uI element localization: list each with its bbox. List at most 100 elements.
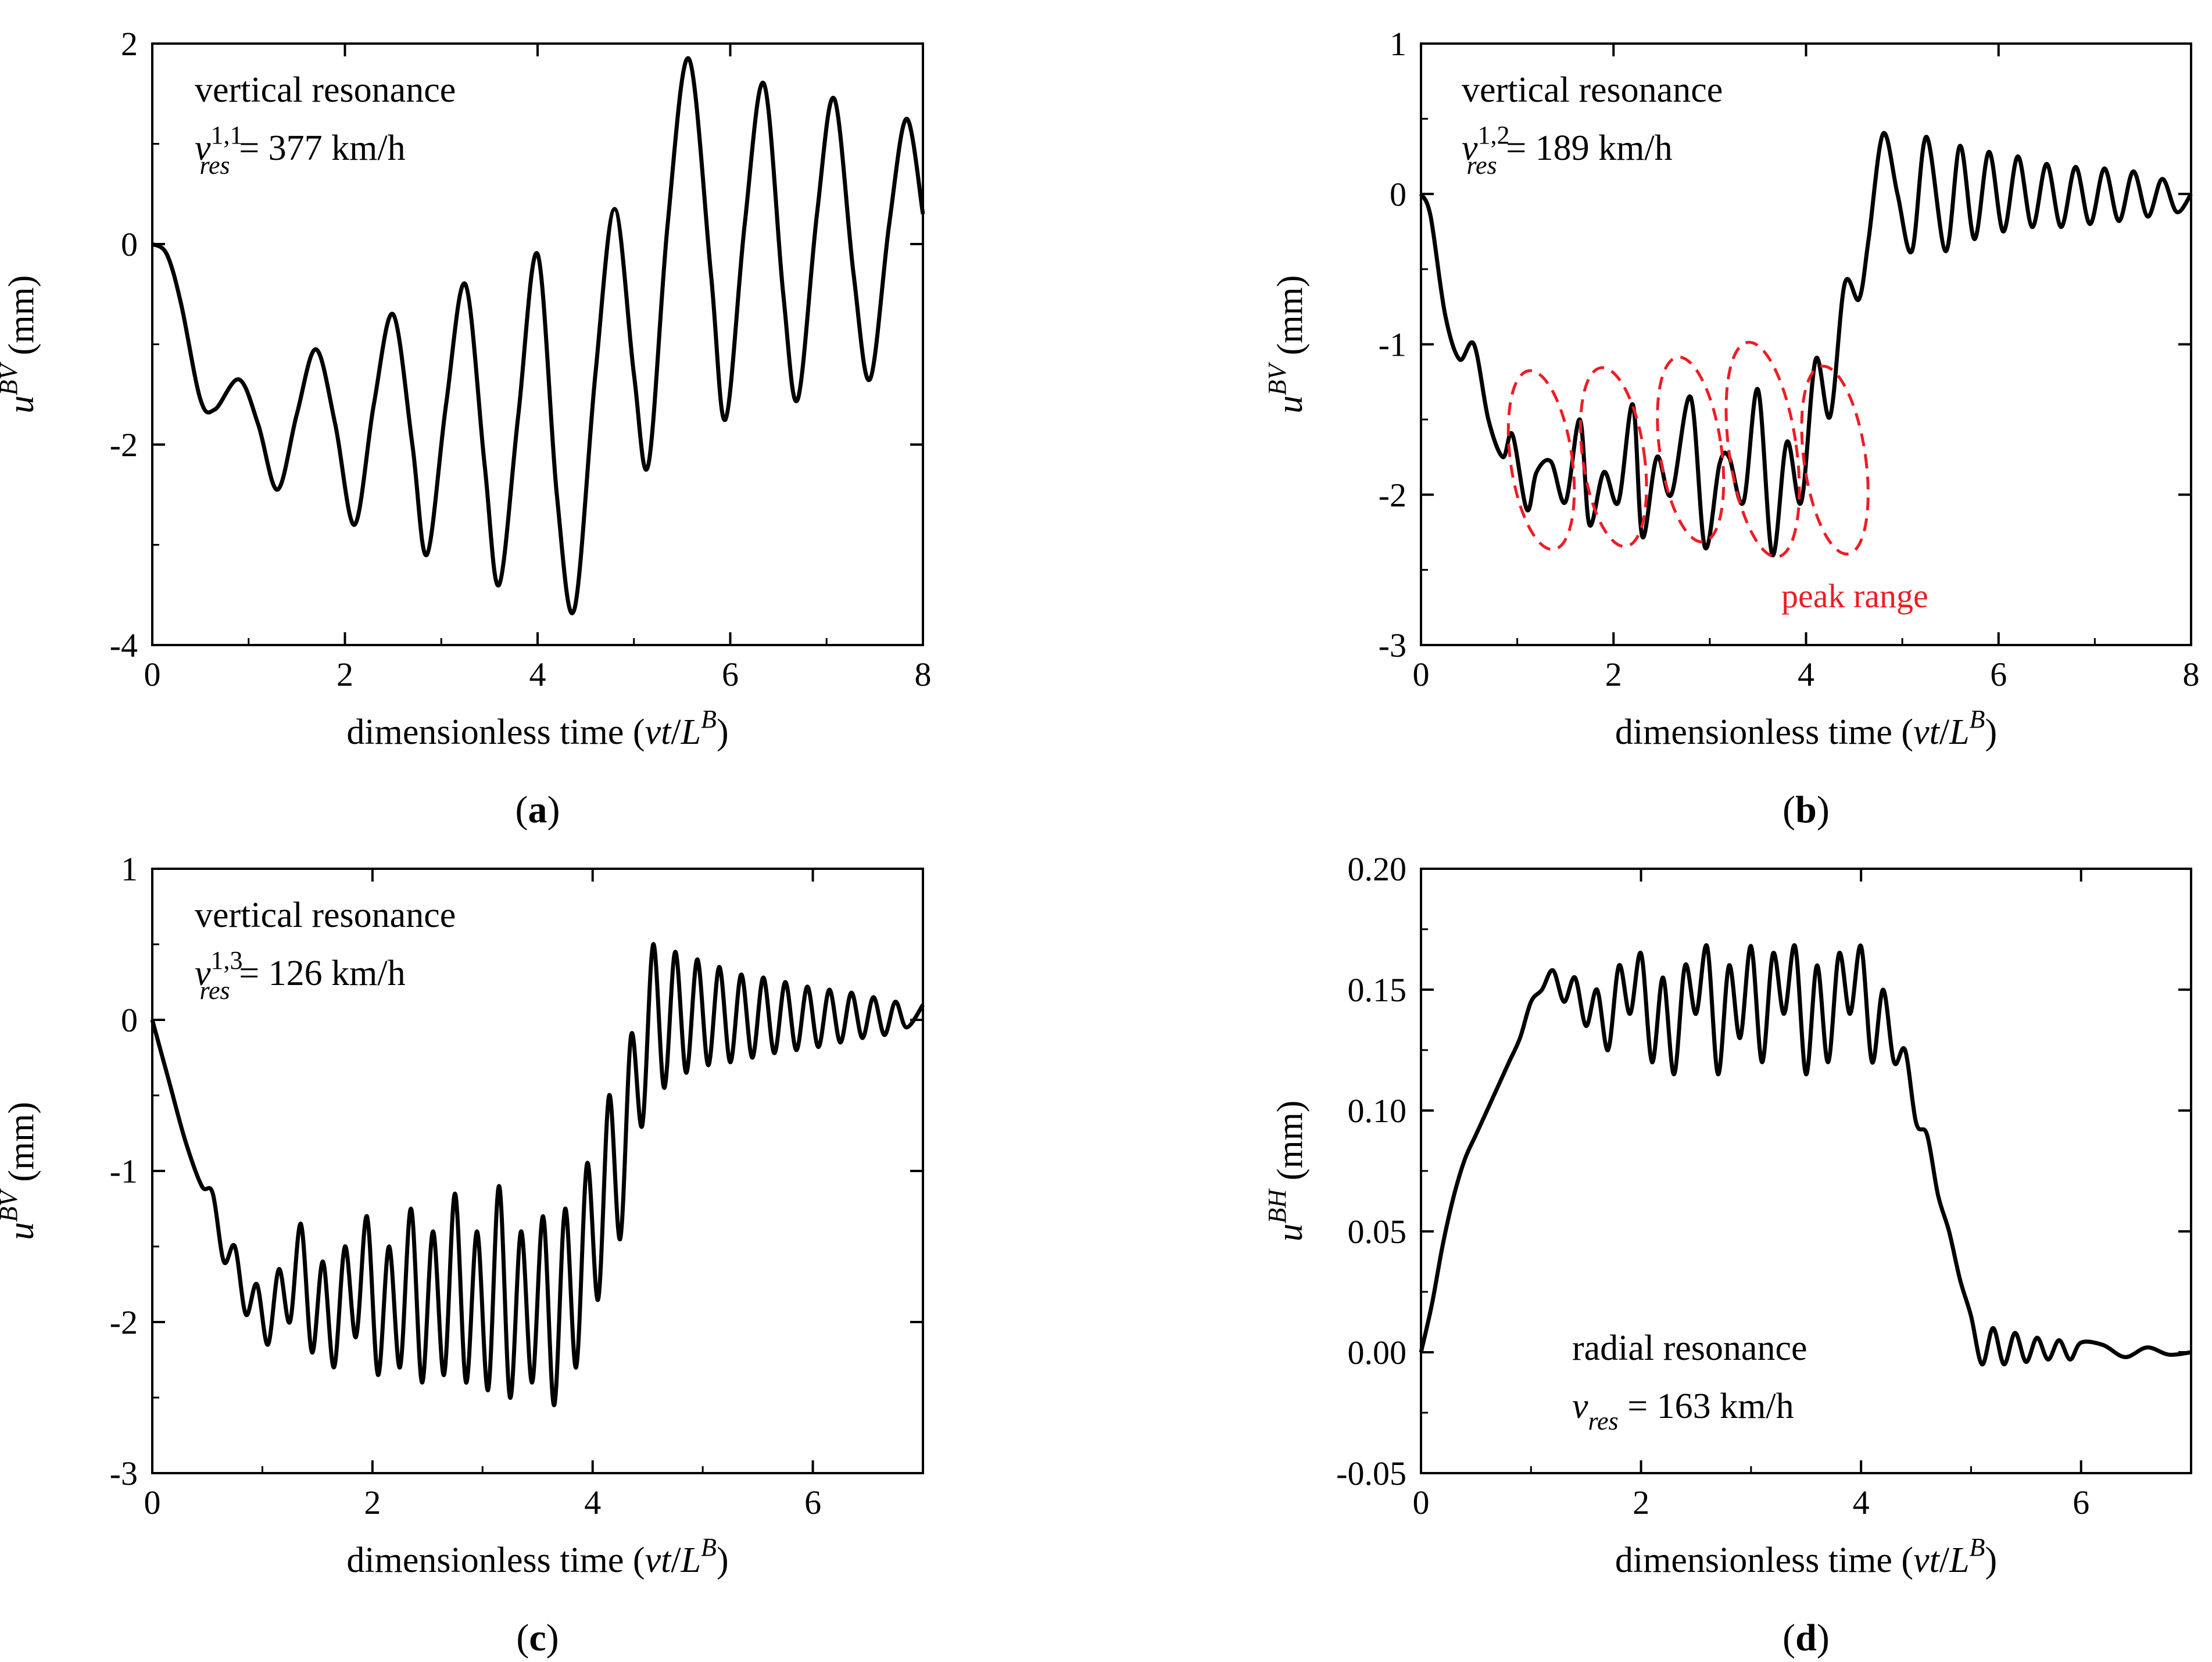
peak-range-ellipse [1800,364,1870,556]
x-tick-label: 6 [722,656,739,693]
y-tick-label: 2 [121,25,138,63]
resonance-speed-label: v1,3 res = 126 km/h [195,946,406,1005]
speed-symbol: v [195,128,211,168]
y-tick-label: 0 [1390,175,1406,213]
x-axis-title-sup: B [1970,705,1985,733]
resonance-type-label: vertical resonance [195,70,456,110]
x-axis-title: dimensionless time (vt/LB) [1615,1533,1997,1580]
speed-value: = 189 km/h [1497,128,1673,168]
peak-range-ellipse [1579,366,1648,548]
peak-range-ellipse [1724,341,1801,558]
y-axis-title: uBV (mm) [0,1102,41,1240]
speed-value: = 163 km/h [1619,1387,1794,1426]
speed-superscript: 1,1 [211,121,243,149]
y-axis-title-u: u [2,396,41,414]
chart-panel-d: 0 2 4 6 -0.05 0.00 0.05 0.10 0.15 0.20 radial reso… [1263,850,2192,1659]
y-tick-label: 1 [121,850,138,888]
panel-label: (b) [1783,789,1830,831]
x-tick-label: 2 [1605,656,1622,693]
x-axis-title-L: L [681,1541,701,1580]
speed-subscript: res [200,976,230,1005]
series-line-0 [150,942,925,1407]
y-axis-title-sup: BV [0,361,23,396]
resonance-speed-label: v1,2 res = 189 km/h [1462,121,1673,180]
speed-subscript: res [200,151,230,180]
y-tick-label: -4 [110,626,138,664]
y-axis-title-u: u [1270,396,1310,414]
x-axis-title-close: ) [1985,1541,1997,1580]
y-axis-title-sup: BH [1263,1188,1291,1224]
x-tick-label: 2 [1633,1484,1649,1521]
y-tick-label: -1 [110,1152,138,1190]
y-tick-label: 0.00 [1348,1334,1407,1371]
x-axis-title-sup: B [701,1533,717,1561]
x-tick-label: 6 [1990,656,2007,693]
peak-range-label: peak range [1781,577,1928,615]
resonance-speed-label: v1,1 res = 377 km/h [195,121,406,180]
speed-symbol: v [1462,128,1478,168]
x-tick-label: 0 [144,656,161,693]
y-axis-title: uBV (mm) [1263,275,1310,413]
y-axis-title-u: u [2,1222,41,1240]
y-axis-title: uBH (mm) [1263,1101,1310,1242]
resonance-type-label: vertical resonance [195,896,456,935]
y-tick-label: -2 [110,1303,138,1341]
x-tick-label: 0 [144,1484,161,1521]
panel-label-open: ( [1783,1617,1795,1659]
y-tick-label: -3 [110,1455,138,1492]
x-axis-title-L: L [1949,712,1969,752]
series-line-0 [1419,943,2192,1367]
speed-value: = 126 km/h [230,954,406,993]
y-tick-label: 0.10 [1348,1092,1407,1130]
x-axis-title-slash: / [1939,1541,1950,1580]
series-line-0 [151,56,925,615]
plot-frame [1420,868,2192,1474]
chart-panel-b: 0 2 4 6 8 -3 -2 -1 0 1 peak range vertical resonanc… [1263,25,2200,831]
x-axis-title-close: ) [717,1541,729,1580]
x-tick-label: 4 [1853,1484,1870,1521]
speed-superscript: 1,3 [211,946,243,975]
panel-label: (a) [516,789,560,831]
x-tick-label: 4 [584,1484,601,1521]
x-axis-title-sup: B [1970,1533,1985,1561]
x-axis-title-slash: / [1939,712,1950,752]
y-tick-label: -0.05 [1336,1455,1406,1492]
panel-label-letter: b [1795,789,1817,831]
y-tick-label: -1 [1379,326,1406,364]
resonance-speed-label: vres = 163 km/h [1572,1387,1794,1435]
x-axis-title-slash: / [671,1541,681,1580]
panel-label-close: ) [547,789,560,831]
x-tick-label: 4 [529,656,546,693]
x-axis-title-v: vt [645,712,672,752]
x-tick-label: 0 [1413,656,1430,693]
speed-value: = 377 km/h [230,128,406,168]
speed-subscript: res [1588,1407,1619,1435]
y-axis-title-sup: BV [1263,361,1291,396]
panel-label-open: ( [1783,789,1795,831]
chart-panel-a: 0 2 4 6 8 -4 -2 0 2 vertical resonance v1,1 res = 3… [0,25,932,831]
x-tick-label: 6 [804,1484,821,1521]
y-axis-title-unit: (mm) [1270,1101,1310,1190]
y-tick-label: 0 [121,1001,138,1039]
x-tick-label: 2 [364,1484,381,1521]
x-axis-title-v: vt [1913,1541,1941,1580]
panel-label-letter: d [1795,1617,1817,1659]
x-tick-label: 8 [915,656,932,693]
y-axis-title-u: u [1270,1223,1310,1241]
x-axis-title-v: vt [645,1541,672,1580]
x-axis-title-L: L [1949,1541,1969,1580]
x-axis-title: dimensionless time (vt/LB) [1615,705,1997,752]
x-axis-title-main: dimensionless time ( [346,712,645,752]
x-axis-title-main: dimensionless time ( [1615,1541,1913,1580]
peak-range-ellipse [1656,356,1726,544]
x-axis-title-main: dimensionless time ( [346,1541,645,1580]
y-tick-label: 0.05 [1348,1213,1407,1251]
panel-label-letter: c [529,1617,546,1659]
speed-superscript: 1,2 [1478,121,1510,149]
x-tick-label: 2 [337,656,353,693]
panel-label-close: ) [546,1617,559,1659]
y-tick-label: 0 [121,225,138,263]
x-axis-title-close: ) [1985,712,1997,752]
y-axis-title-unit: (mm) [1270,275,1310,364]
